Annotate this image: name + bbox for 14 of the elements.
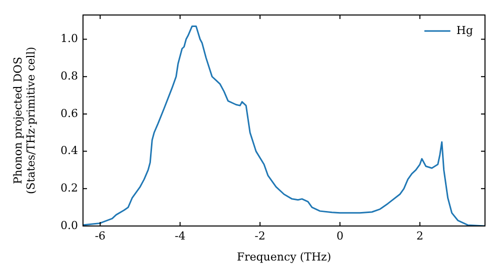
y-tick-label: 0.0: [60, 218, 78, 232]
x-tick-label: -4: [174, 229, 186, 242]
y-tick-label: 0.8: [60, 69, 78, 82]
x-tick-label: 0: [336, 229, 344, 242]
y-axis-title: Phonon projected DOS (States/THz·primitive cell): [11, 46, 38, 194]
x-tick-label: -6: [94, 229, 106, 242]
x-axis-title: Frequency (THz): [236, 250, 332, 264]
y-tick-label: 0.6: [60, 106, 78, 120]
x-tick-label: -2: [254, 229, 266, 242]
y-tick-label: 0.2: [60, 182, 78, 195]
legend-label: Hg: [456, 24, 474, 37]
y-tick-label: 0.4: [60, 144, 78, 158]
y-tick-label: 1.0: [60, 32, 78, 46]
x-tick-label: 2: [416, 229, 424, 242]
